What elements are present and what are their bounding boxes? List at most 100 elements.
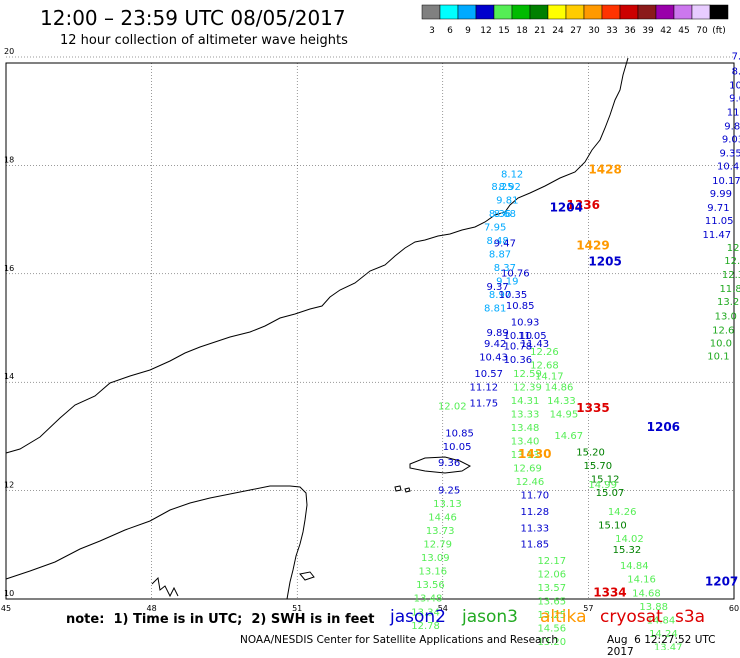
wave-height-value: 14.56 — [537, 624, 566, 635]
pass-time-label: 1204 — [550, 200, 583, 214]
wave-height-value: 12.06 — [537, 569, 566, 580]
scale-label: 12 — [480, 26, 491, 36]
wave-height-value: 13.33 — [511, 409, 540, 420]
wave-height-value: 12.30 — [722, 270, 740, 281]
wave-height-value: 11.85 — [520, 540, 549, 551]
wave-height-value: 12.78 — [411, 621, 440, 632]
wave-height-value: 10.10 — [503, 331, 532, 342]
pass-time-label: 1206 — [647, 420, 680, 434]
wave-height-value: 12.79 — [423, 540, 452, 551]
wave-height-value: 7.71 — [732, 52, 740, 63]
wave-height-value: 14.86 — [545, 382, 574, 393]
footer-credit: NOAA/NESDIS Center for Satellite Applica… — [240, 634, 558, 646]
socotra-islet — [299, 571, 315, 581]
wave-height-value: 11.33 — [520, 523, 549, 534]
satellite-legend-cryosat: cryosat — [600, 607, 663, 627]
scale-label: 18 — [516, 26, 528, 36]
wave-height-value: 10.21 — [729, 80, 740, 91]
wave-height-value: 10.47 — [717, 162, 740, 173]
wave-height-value: 9.84 — [724, 122, 740, 133]
wave-height-value: 14.26 — [608, 507, 637, 518]
wave-height-value: 13.56 — [416, 580, 445, 591]
page-subtitle: 12 hour collection of altimeter wave hei… — [60, 33, 348, 48]
wave-height-value: 8.25 — [491, 182, 513, 193]
scale-label: 24 — [552, 26, 564, 36]
wave-height-value: 13.48 — [511, 423, 540, 434]
wave-height-value: 11.47 — [702, 230, 731, 241]
wave-height-value: 11.12 — [727, 108, 740, 119]
altimeter-tracks: 7.718.7710.219.6611.129.849.039.3510.471… — [411, 52, 740, 650]
wave-height-value: 13.48 — [414, 594, 443, 605]
wave-height-value: 14.95 — [550, 409, 579, 420]
pass-time-label: 1205 — [588, 255, 621, 269]
wave-height-value: 9.37 — [486, 282, 508, 293]
wave-height-value: 12.17 — [537, 556, 566, 567]
wave-height-value: 9.71 — [707, 203, 729, 214]
wave-height-value: 10.35 — [499, 290, 528, 301]
wave-height-value: 10.76 — [501, 269, 530, 280]
wave-height-value: 10.43 — [479, 353, 508, 364]
wave-height-value: 10.85 — [445, 428, 474, 439]
lon-tick-label: 48 — [147, 604, 157, 613]
wave-height-value: 11.43 — [520, 339, 549, 350]
wave-height-value: 13.88 — [639, 602, 668, 613]
scale-swatch — [709, 4, 729, 20]
satellite-legend-altika: altika — [540, 607, 587, 627]
scale-label: 6 — [447, 26, 453, 36]
wave-height-value: 12.69 — [513, 464, 542, 475]
lat-tick-label: 10 — [4, 589, 14, 598]
wave-height-value: 13.65 — [537, 596, 566, 607]
lon-tick-label: 45 — [1, 604, 11, 613]
wave-height-value: 10.05 — [443, 442, 472, 453]
wave-height-value: 14.46 — [428, 512, 457, 523]
wave-height-value: 7.95 — [484, 222, 506, 233]
wave-height-value: 10.78 — [503, 342, 532, 353]
somali-coastline — [5, 485, 308, 600]
wave-height-value: 13.20 — [537, 637, 566, 648]
wave-height-value: 14.68 — [632, 588, 661, 599]
wave-height-value: 13.2 — [717, 297, 739, 308]
wave-height-value: 8.77 — [732, 66, 740, 77]
wave-height-value: 13.34 — [411, 607, 440, 618]
lat-tick-label: 16 — [4, 264, 14, 273]
wave-height-value: 12.32 — [724, 256, 740, 267]
small-islet — [404, 487, 411, 493]
wave-height-value: 12.68 — [530, 361, 559, 372]
wave-height-value: 13.57 — [537, 583, 566, 594]
wave-height-value: 9.25 — [438, 485, 460, 496]
coastal-detail — [151, 576, 179, 598]
wave-height-value: 8.81 — [484, 304, 506, 315]
wave-height-value: 14.99 — [588, 480, 617, 491]
wave-height-value: 13.47 — [654, 642, 683, 650]
wave-height-value: 12.02 — [438, 401, 467, 412]
wave-height-value: 13.73 — [426, 526, 455, 537]
wave-height-value: 9.99 — [710, 189, 732, 200]
wave-height-value: 9.03 — [722, 135, 740, 146]
wave-height-value: 14.24 — [649, 629, 678, 640]
scale-label: 70 — [696, 26, 708, 36]
wave-height-value: 13.0 — [715, 311, 737, 322]
wave-height-value: 12.43 — [727, 243, 740, 254]
small-islet — [394, 485, 402, 492]
wave-height-value: 8.48 — [486, 236, 508, 247]
lon-tick-label: 54 — [438, 604, 448, 613]
lon-tick-label: 51 — [292, 604, 302, 613]
wave-height-value: 9.36 — [438, 458, 460, 469]
map-frame — [5, 62, 735, 600]
wave-height-value: 13.13 — [433, 499, 462, 510]
wave-height-value: 15.10 — [598, 521, 627, 532]
socotra-island — [409, 456, 472, 474]
wave-height-value: 10.36 — [503, 355, 532, 366]
wave-height-value: 10.1 — [707, 351, 729, 362]
wave-height-value: 10.17 — [712, 176, 740, 187]
pass-time-label: 1336 — [567, 198, 600, 212]
wave-height-value: 8.87 — [489, 250, 511, 261]
wave-height-value: 15.32 — [613, 545, 642, 556]
wave-height-value: 14.67 — [554, 431, 583, 442]
wave-height-value: 8.97 — [489, 290, 511, 301]
wave-height-value: 13.16 — [419, 567, 448, 578]
scale-label: 9 — [465, 26, 471, 36]
lat-tick-label: 18 — [4, 155, 14, 164]
wave-height-value: 9.89 — [486, 328, 508, 339]
